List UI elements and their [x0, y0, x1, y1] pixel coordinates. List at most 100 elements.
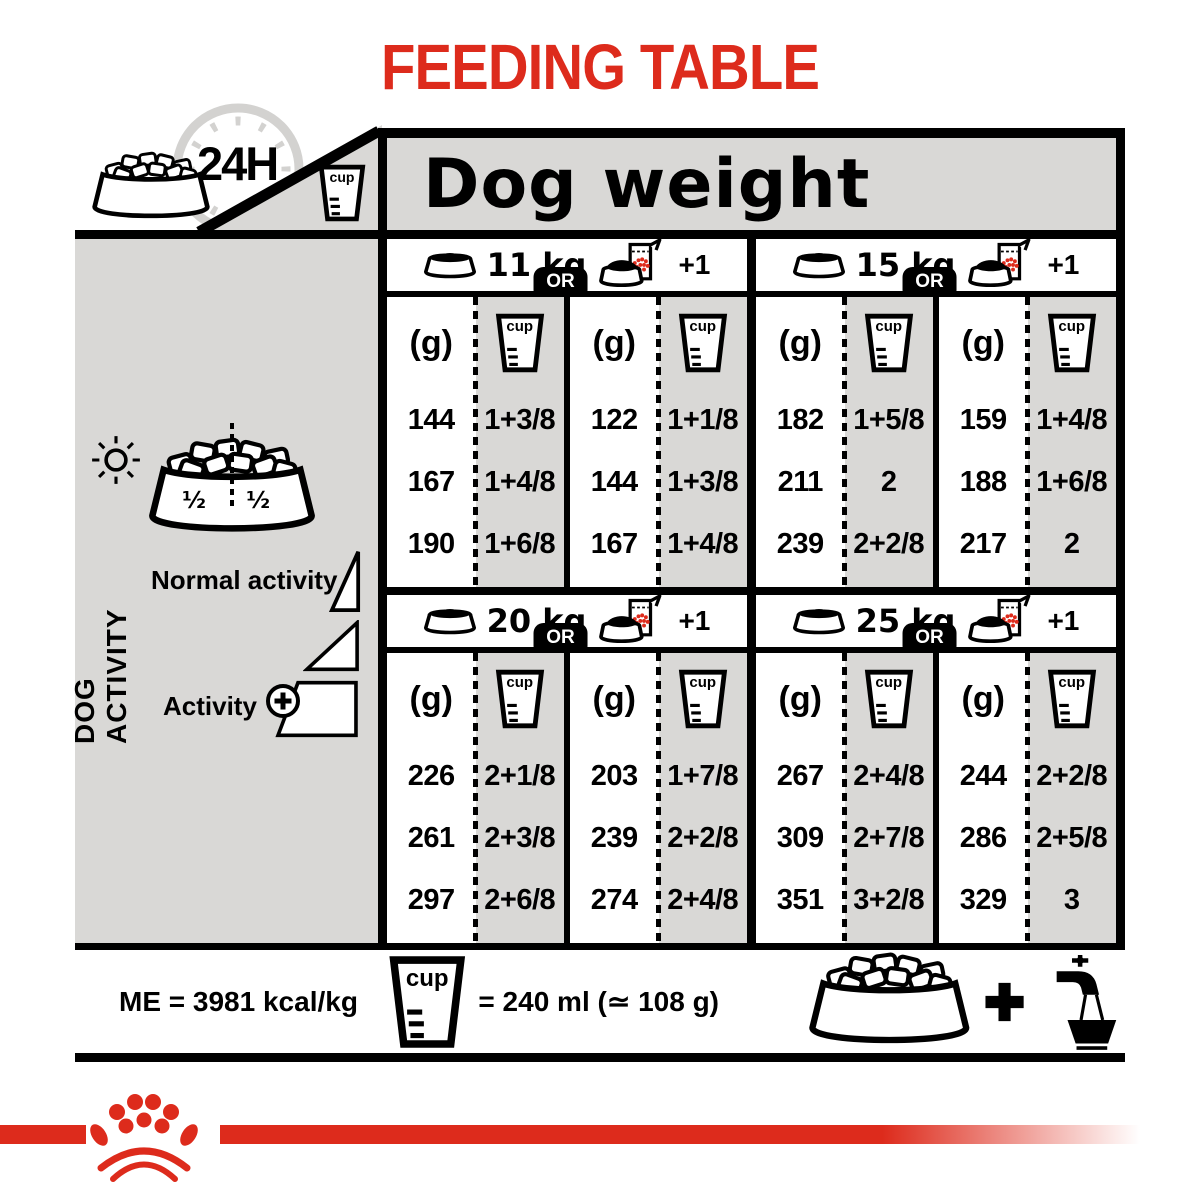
cup-icon: cup	[318, 164, 366, 222]
table-upper: 11 kg +1 OR (g) 144 167 190	[387, 239, 1116, 587]
kibble-bowl-icon	[88, 146, 214, 230]
cup-value: 2+3/8	[484, 821, 556, 854]
page-title: FEEDING TABLE	[380, 31, 820, 103]
cup-unit: cup	[659, 653, 748, 745]
or-badge: OR	[902, 267, 957, 297]
grams-value: 226	[407, 759, 455, 792]
cup-value: 1+7/8	[667, 759, 739, 792]
cup-column: cup 1+5/8 2 2+2/8	[842, 297, 933, 587]
cup-column: cup 1+4/8 1+6/8 2	[1025, 297, 1117, 587]
cup-value: 2	[880, 465, 897, 498]
grams-value: 274	[590, 883, 638, 916]
cup-icon: cup	[864, 313, 914, 373]
cup-value: 1+4/8	[484, 465, 556, 498]
half-divider-dotted-line	[230, 423, 234, 511]
grams-unit: (g)	[961, 679, 1005, 718]
dog-weight-table: Dog weight 11 kg +1 OR (g) 144 167 190	[378, 128, 1125, 943]
pouch-bowl-icon	[966, 595, 1036, 645]
cup-value: 1+3/8	[484, 403, 556, 436]
grams-unit: (g)	[778, 323, 822, 362]
half-half-bowl-icon: ½ ½	[143, 423, 321, 543]
cup-value: 1+5/8	[853, 403, 925, 436]
bowl-icon	[793, 250, 845, 281]
cup-icon: cup	[678, 313, 728, 373]
cup-icon-label: cup	[875, 674, 903, 692]
plus-icon	[982, 979, 1027, 1025]
grams-column: (g) 122 144 167	[564, 297, 659, 587]
grams-value: 244	[959, 759, 1007, 792]
grams-unit: (g)	[592, 679, 636, 718]
activity-ramp-small-icon	[329, 551, 361, 613]
grams-value: 297	[407, 883, 455, 916]
dog-activity-axis-label: DOG ACTIVITY	[69, 608, 132, 744]
cup-unit: cup	[1028, 297, 1117, 389]
value-columns: (g) 182 211 239 cup 1+5/8 2	[756, 297, 1116, 587]
grams-value: 182	[776, 403, 824, 436]
grams-column: (g) 226 261 297	[387, 653, 476, 943]
cup-unit: cup	[659, 297, 748, 389]
dog-weight-title: Dog weight	[423, 144, 871, 224]
grams-value: 351	[776, 883, 824, 916]
value-columns: (g) 267 309 351 cup 2+4/8 2+7	[756, 653, 1116, 943]
cup-icon-label: cup	[1058, 674, 1086, 692]
plus-one-label: +1	[678, 249, 711, 280]
cup-icon: cup	[1047, 313, 1097, 373]
cup-icon-label: cup	[875, 318, 903, 336]
cup-value: 1+4/8	[1036, 403, 1108, 436]
grams-value: 329	[959, 883, 1007, 916]
grams-unit: (g)	[778, 679, 822, 718]
grams-value: 188	[959, 465, 1007, 498]
grams-value: 286	[959, 821, 1007, 854]
grams-unit: (g)	[409, 323, 453, 362]
plus-one-label: +1	[1047, 249, 1080, 280]
grams-unit: (g)	[409, 679, 453, 718]
grams-value: 217	[959, 527, 1007, 560]
activity-plus-icon	[266, 684, 300, 718]
cup-value: 3+2/8	[853, 883, 925, 916]
dog-activity-sidebar: ½ ½ DOG ACTIVITY Normal activity Activit…	[69, 239, 378, 943]
grams-value: 309	[776, 821, 824, 854]
red-divider-bar-left	[0, 1125, 86, 1144]
cup-unit: cup	[476, 297, 565, 389]
cup-value: 2	[1063, 527, 1080, 560]
value-columns: (g) 144 167 190 cup 1+3/8 1+4	[387, 297, 747, 587]
plus-one-label: +1	[678, 605, 711, 636]
cup-column: cup 1+1/8 1+3/8 1+4/8	[656, 297, 748, 587]
grams-value: 144	[407, 403, 455, 436]
cup-value: 2+1/8	[484, 759, 556, 792]
grams-value: 239	[590, 821, 638, 854]
cup-icon-label: cup	[405, 964, 449, 992]
or-badge: OR	[533, 623, 588, 653]
grams-column: (g) 144 167 190	[387, 297, 476, 587]
grams-unit: (g)	[592, 323, 636, 362]
cup-value: 1+4/8	[667, 527, 739, 560]
cup-value: 1+6/8	[484, 527, 556, 560]
weight-group-25kg: 25 kg +1 OR (g) 267 309 351	[747, 595, 1116, 943]
cup-unit: cup	[845, 653, 934, 745]
weight-band: 11 kg +1 OR	[387, 239, 747, 297]
cup-value: 2+6/8	[484, 883, 556, 916]
cup-unit: cup	[476, 653, 565, 745]
table-lower: 20 kg +1 OR (g) 226 261 297	[387, 595, 1116, 943]
grams-unit: (g)	[961, 323, 1005, 362]
cup-value: 2+7/8	[853, 821, 925, 854]
cup-column: cup 2+1/8 2+3/8 2+6/8	[473, 653, 565, 943]
me-kcal-label: ME = 3981 kcal/kg	[119, 985, 358, 1017]
cup-value: 2+2/8	[1036, 759, 1108, 792]
cup-value: 2+4/8	[853, 759, 925, 792]
cup-icon: cup	[495, 669, 545, 729]
water-tap-icon	[1035, 951, 1125, 1053]
kibble-bowl-icon	[801, 950, 978, 1054]
cup-icon-label: cup	[689, 318, 717, 336]
activity-label: Activity	[163, 691, 257, 721]
weight-band: 25 kg +1 OR	[756, 595, 1116, 653]
grams-value: 267	[776, 759, 824, 792]
or-badge: OR	[902, 623, 957, 653]
grams-value: 190	[407, 527, 455, 560]
grams-value: 144	[590, 465, 638, 498]
cup-column: cup 2+4/8 2+7/8 3+2/8	[842, 653, 934, 943]
cup-equivalence-label: = 240 ml (≃ 108 g)	[478, 986, 719, 1017]
bowl-icon	[793, 606, 845, 637]
cup-value: 2+4/8	[667, 883, 739, 916]
moon-icon	[317, 441, 353, 489]
